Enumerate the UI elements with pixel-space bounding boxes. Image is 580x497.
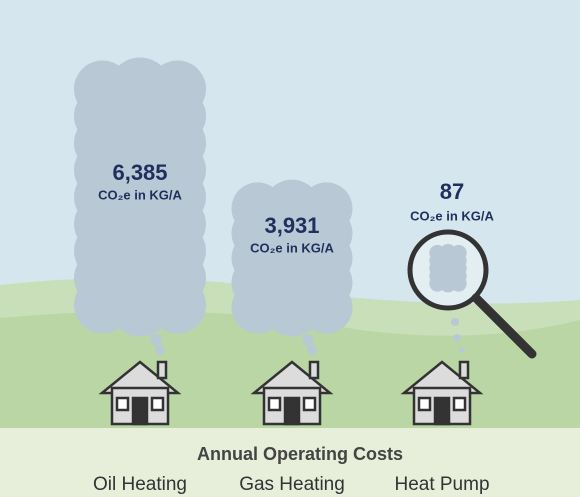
smoke-puff xyxy=(302,334,314,346)
window xyxy=(152,398,163,410)
x-axis-title: Annual Operating Costs xyxy=(197,444,403,464)
unit-label: CO₂e in KG/A xyxy=(410,208,494,223)
unit-label: CO₂e in KG/A xyxy=(98,187,182,202)
smoke-puff xyxy=(453,334,461,342)
smoke-puff xyxy=(451,318,459,326)
infographic: Annual Operating Costs Oil Heating 6,385 C… xyxy=(0,0,580,497)
cloud xyxy=(232,180,353,337)
category-label: Oil Heating xyxy=(93,474,187,495)
window xyxy=(304,398,315,410)
category-label: Gas Heating xyxy=(239,474,345,495)
door xyxy=(435,398,449,424)
window xyxy=(454,398,465,410)
chimney xyxy=(460,362,468,378)
window xyxy=(269,398,280,410)
smoke-puff xyxy=(155,345,165,355)
cloud-core xyxy=(434,255,462,284)
smoke-puff xyxy=(150,334,162,346)
cloud xyxy=(429,244,466,292)
chimney xyxy=(310,362,318,378)
value-label: 3,931 xyxy=(264,213,319,238)
unit-label: CO₂e in KG/A xyxy=(250,240,334,255)
door xyxy=(285,398,299,424)
category-label: Heat Pump xyxy=(394,474,489,495)
window xyxy=(419,398,430,410)
smoke-puff xyxy=(307,345,317,355)
smoke-puff xyxy=(459,347,465,353)
chimney xyxy=(158,362,166,378)
value-label: 6,385 xyxy=(112,160,167,185)
door xyxy=(133,398,147,424)
value-label: 87 xyxy=(440,179,464,204)
window xyxy=(117,398,128,410)
